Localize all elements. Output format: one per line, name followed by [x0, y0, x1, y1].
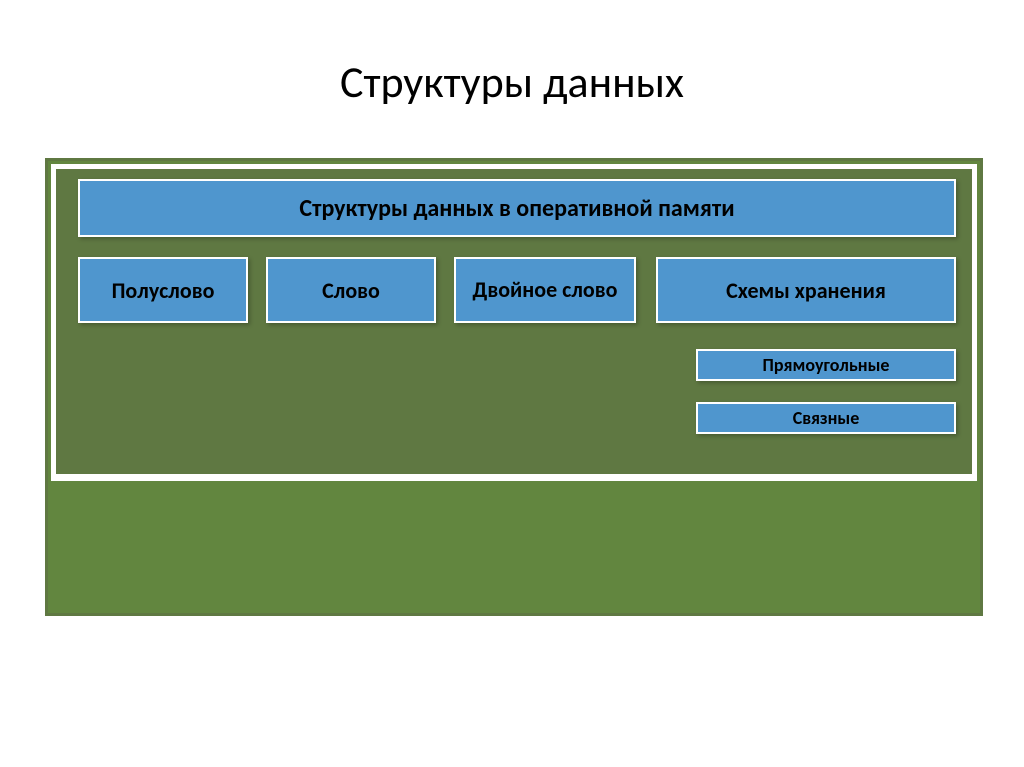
box-doubleword: Двойное слово — [454, 257, 636, 323]
inner-panel: Структуры данных в оперативной памяти По… — [56, 169, 972, 474]
box-halfword: Полуслово — [78, 257, 248, 323]
slide-title: Структуры данных — [0, 0, 1024, 139]
box-rectangular: Прямоугольные — [696, 349, 956, 381]
content-region: Структуры данных в оперативной памяти По… — [51, 164, 977, 481]
box-word: Слово — [266, 257, 436, 323]
header-box: Структуры данных в оперативной памяти — [78, 179, 956, 237]
box-storage-schemes: Схемы хранения — [656, 257, 956, 323]
diagram-frame: Структуры данных в оперативной памяти По… — [45, 158, 983, 616]
box-linked: Связные — [696, 402, 956, 434]
